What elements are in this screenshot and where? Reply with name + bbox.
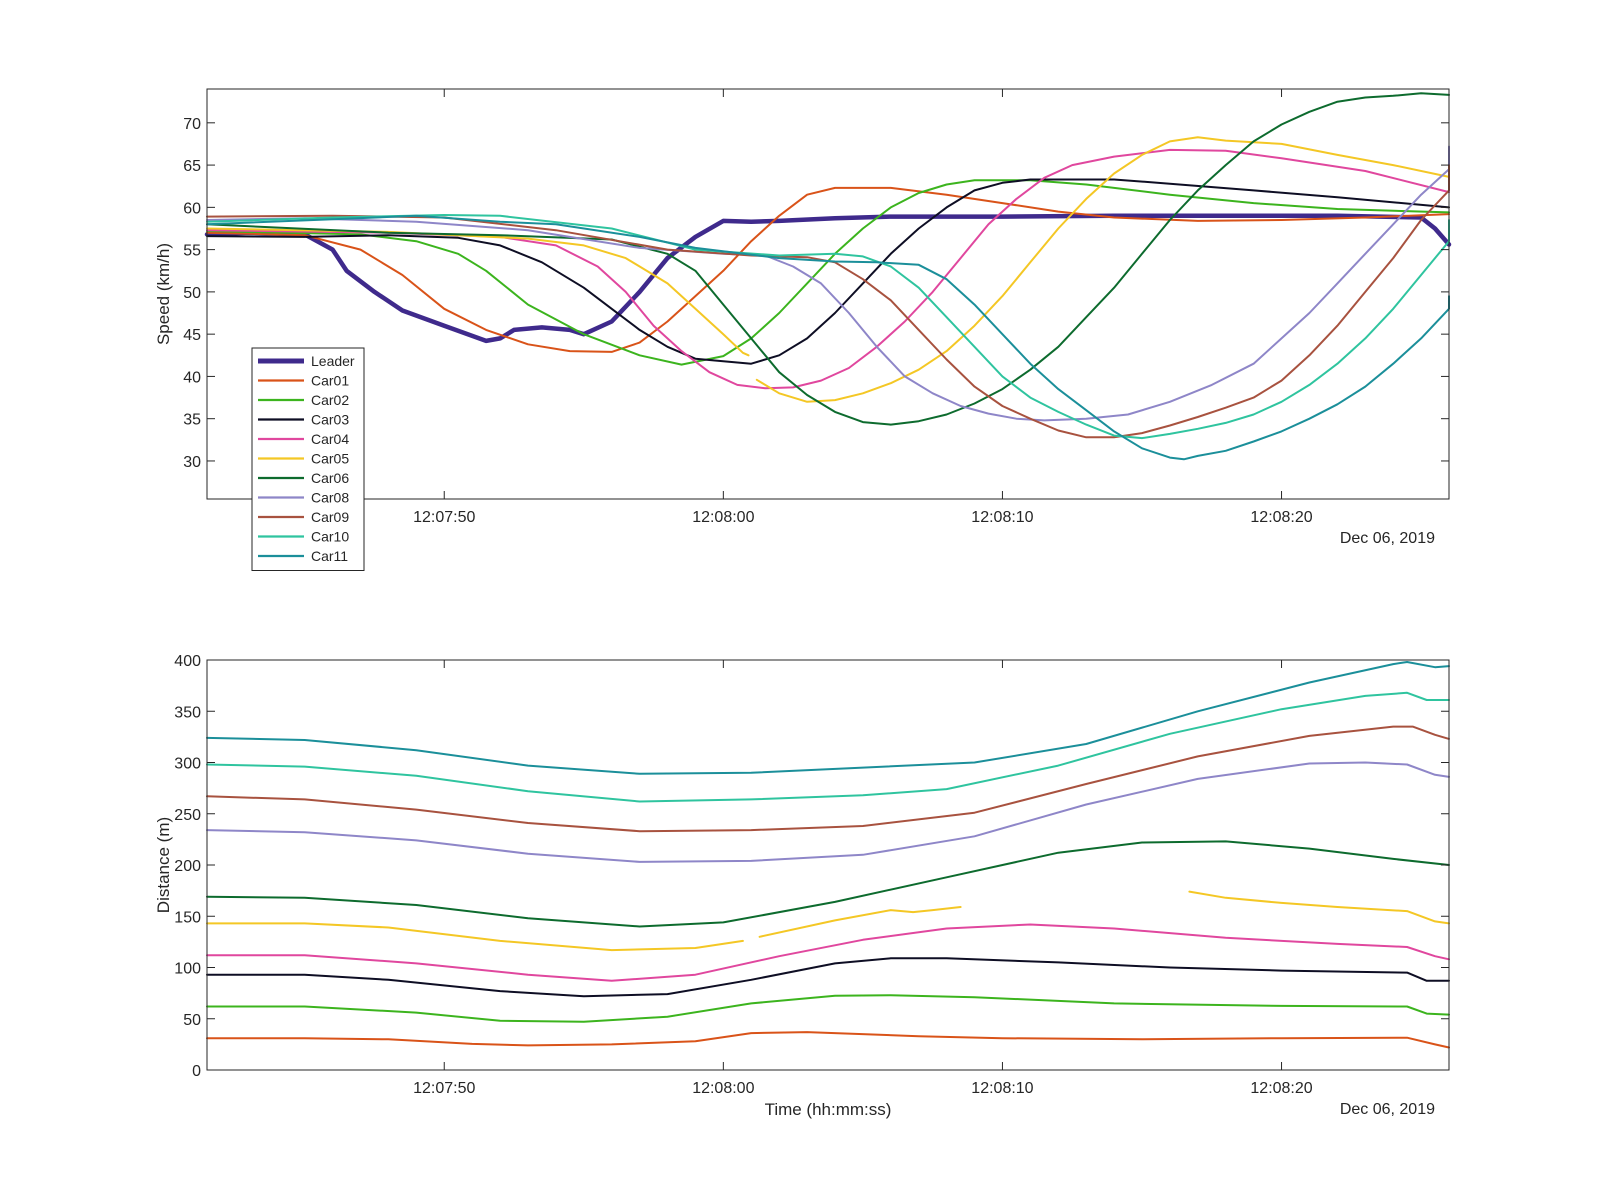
distance-xtick-label: 12:07:50 xyxy=(413,1080,475,1097)
distance-line-series-2 xyxy=(206,994,1450,1023)
distance-x-axis-label: Time (hh:mm:ss) xyxy=(765,1100,892,1119)
distance-line-series-7 xyxy=(206,761,1450,863)
distance-xtick-label: 12:08:20 xyxy=(1250,1080,1312,1097)
legend-label-leader: Leader xyxy=(311,353,355,369)
distance-line-series-1 xyxy=(206,1031,1450,1049)
distance-plot: 0 50 100 150 200 250 300 350 400 12:07:50 12:08:00… xyxy=(154,653,1450,1119)
speed-ytick-label: 60 xyxy=(183,200,201,217)
distance-line-series-8 xyxy=(206,725,1450,833)
speed-axis-ticks: 30 35 40 45 50 55 60 65 70 12:07:50 12:08:00 12:08:… xyxy=(183,89,1449,526)
distance-y-axis-label: Distance (m) xyxy=(154,817,173,913)
speed-date-label: Dec 06, 2019 xyxy=(1340,530,1435,547)
legend-label-car11: Car11 xyxy=(311,548,348,564)
legend-label-car10: Car10 xyxy=(311,529,349,545)
distance-ytick-label: 50 xyxy=(183,1012,201,1029)
distance-axis-ticks: 0 50 100 150 200 250 300 350 400 12:07:50 12:08:00… xyxy=(174,653,1449,1097)
speed-ytick-label: 40 xyxy=(183,369,201,386)
legend-label-car05: Car05 xyxy=(311,451,349,467)
legend-label-car04: Car04 xyxy=(311,431,349,447)
speed-line-leader xyxy=(204,213,1452,344)
speed-plot: 30 35 40 45 50 55 60 65 70 12:07:50 12:08:00 12:08:… xyxy=(154,88,1452,547)
speed-line-car02 xyxy=(206,179,1450,366)
speed-y-axis-label: Speed (km/h) xyxy=(154,243,173,345)
distance-line-series-9 xyxy=(206,691,1450,803)
legend-label-car02: Car02 xyxy=(311,392,349,408)
distance-line-series-5 xyxy=(206,890,1450,952)
speed-line-car10 xyxy=(206,214,1450,440)
speed-ytick-label: 65 xyxy=(183,158,201,175)
speed-ytick-label: 35 xyxy=(183,412,201,429)
legend-label-car01: Car01 xyxy=(311,373,349,389)
distance-ytick-label: 200 xyxy=(174,858,201,875)
distance-ytick-label: 350 xyxy=(174,704,201,721)
legend-label-car03: Car03 xyxy=(311,412,349,428)
speed-xtick-label: 12:08:00 xyxy=(692,509,754,526)
distance-date-label: Dec 06, 2019 xyxy=(1340,1101,1435,1118)
speed-series-lines xyxy=(204,92,1452,461)
distance-ytick-label: 100 xyxy=(174,961,201,978)
speed-line-car06 xyxy=(206,92,1450,426)
speed-line-car03 xyxy=(206,178,1450,365)
distance-line-series-6 xyxy=(206,840,1450,928)
legend-label-car06: Car06 xyxy=(311,470,349,486)
legend-label-car09: Car09 xyxy=(311,509,349,525)
distance-ytick-label: 150 xyxy=(174,909,201,926)
speed-ytick-label: 70 xyxy=(183,116,201,133)
distance-ytick-label: 400 xyxy=(174,653,201,670)
speed-legend: Leader Car01 Car02 Car03 Car04 Car05 Car06 Car0… xyxy=(251,347,365,571)
speed-line-car11 xyxy=(206,214,1450,461)
distance-xtick-label: 12:08:10 xyxy=(971,1080,1033,1097)
speed-ytick-label: 55 xyxy=(183,243,201,260)
distance-line-series-4 xyxy=(206,923,1450,982)
distance-line-series-10 xyxy=(206,661,1450,775)
speed-ytick-label: 30 xyxy=(183,454,201,471)
legend-label-car08: Car08 xyxy=(311,490,349,506)
speed-xtick-label: 12:08:20 xyxy=(1250,509,1312,526)
speed-ytick-label: 50 xyxy=(183,285,201,302)
speed-ytick-label: 45 xyxy=(183,327,201,344)
speed-line-car04 xyxy=(206,148,1450,390)
distance-series-lines xyxy=(206,661,1450,1049)
distance-line-series-3 xyxy=(206,957,1450,998)
distance-xtick-label: 12:08:00 xyxy=(692,1080,754,1097)
speed-plot-frame xyxy=(206,88,1450,500)
speed-xtick-label: 12:08:10 xyxy=(971,509,1033,526)
distance-ytick-label: 300 xyxy=(174,756,201,773)
distance-ytick-label: 0 xyxy=(192,1063,201,1080)
distance-ytick-label: 250 xyxy=(174,807,201,824)
speed-line-car01 xyxy=(206,186,1450,353)
speed-xtick-label: 12:07:50 xyxy=(413,509,475,526)
